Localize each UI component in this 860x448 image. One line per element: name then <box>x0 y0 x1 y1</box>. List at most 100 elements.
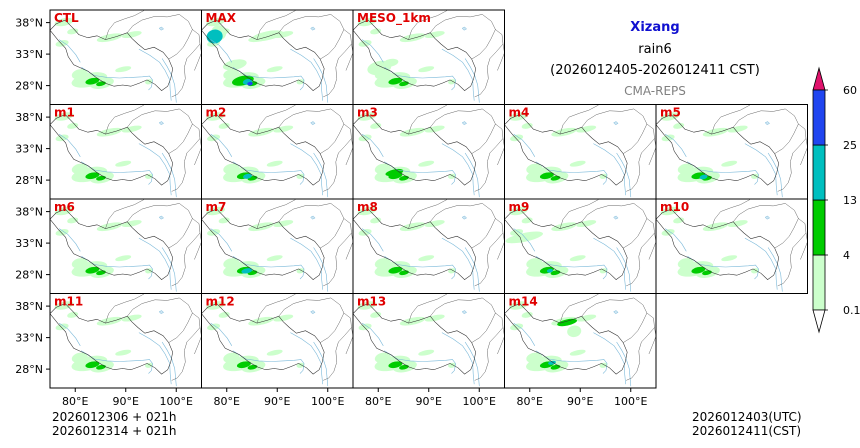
rain-area <box>71 69 88 80</box>
river-line <box>687 256 759 280</box>
rain-area <box>266 349 283 356</box>
rain-area <box>399 127 426 137</box>
province-border <box>256 199 296 229</box>
rain-area <box>448 268 456 274</box>
colorbar: 0.1 4 13 25 60 <box>812 66 860 334</box>
panel-grid: CTL MAX MESO_1km m1 m2 m3 m4 m5 m6 m7 m8 m9 m10 m11 m1… <box>49 9 808 389</box>
rain-area <box>296 79 305 85</box>
province-border <box>194 43 202 71</box>
colorbar-segment <box>812 199 826 256</box>
province-border <box>105 199 145 229</box>
river-line <box>210 228 233 252</box>
river-line <box>313 341 329 387</box>
rain-area <box>599 268 608 274</box>
lake <box>310 26 316 31</box>
province-border <box>256 104 296 135</box>
river-line <box>161 152 177 198</box>
rain-area <box>661 134 675 142</box>
rain-area <box>223 258 240 269</box>
river-line <box>313 58 329 103</box>
province-border <box>278 203 345 249</box>
rain-area <box>576 314 597 322</box>
rain-area <box>296 173 305 179</box>
rain-area <box>296 362 305 368</box>
lake <box>158 215 165 220</box>
rain-area <box>399 33 426 43</box>
river-line <box>513 228 536 252</box>
lake <box>310 121 316 126</box>
province-border <box>711 199 751 229</box>
rain-area <box>521 311 533 318</box>
rain-area <box>546 268 553 273</box>
rain-area <box>96 364 106 370</box>
panel-background <box>353 104 505 199</box>
x-tick-label: 100°E <box>463 395 496 408</box>
river-line <box>232 350 305 374</box>
rain-area <box>551 127 577 137</box>
rain-area <box>505 231 544 244</box>
rain-area <box>424 314 445 322</box>
panel-m6: m6 <box>49 198 202 294</box>
river-line <box>81 256 153 280</box>
province-border <box>474 312 504 381</box>
river-line <box>464 152 480 198</box>
init-time-utc: 2026012306 + 021h <box>52 410 177 424</box>
rain-area <box>67 28 79 35</box>
province-border <box>278 297 345 343</box>
river-line <box>441 332 475 385</box>
lake <box>613 121 619 126</box>
panel-background <box>504 293 656 388</box>
province-border <box>408 293 448 324</box>
y-tick-label: 28°N <box>15 363 43 376</box>
river-line <box>464 247 480 292</box>
panel-background <box>201 199 353 294</box>
region-border <box>50 19 173 91</box>
lake <box>764 215 771 220</box>
rain-area <box>67 217 79 224</box>
rain-area <box>576 220 597 228</box>
x-axis: 80°E 90°E 100°E 80°E 90°E 100°E 80°E 90°E 100°E 8… <box>62 388 648 408</box>
province-border <box>278 14 345 60</box>
province-border <box>323 218 352 287</box>
panel-background <box>656 199 808 294</box>
rain-area <box>526 163 543 174</box>
panel-label: m4 <box>509 106 530 120</box>
province-border <box>777 218 807 287</box>
river-line <box>616 341 632 387</box>
province-border <box>127 203 193 249</box>
rain-area <box>569 160 586 167</box>
panel-background <box>201 104 353 199</box>
panel-label: m10 <box>660 200 689 214</box>
province-border <box>105 10 145 40</box>
panel-frame <box>655 198 808 294</box>
panel-label: MAX <box>206 11 237 25</box>
rain-area <box>266 255 283 262</box>
rain-area <box>370 217 382 224</box>
province-border <box>408 10 448 40</box>
region-title: Xizang <box>630 20 680 35</box>
river-line <box>593 237 626 290</box>
y-tick-label: 28°N <box>15 174 43 187</box>
panel-m9: m9 <box>504 198 657 294</box>
river-line <box>361 133 384 157</box>
river-line <box>161 341 177 387</box>
river-line <box>535 161 608 185</box>
province-border <box>105 293 145 324</box>
panel-background <box>50 199 202 294</box>
x-tick-label: 90°E <box>567 395 593 408</box>
province-border <box>711 104 751 135</box>
rain-area <box>266 160 283 167</box>
region-border <box>504 303 628 375</box>
y-axis: 38°N 33°N 28°N 38°N 33°N 28°N 38°N 33°N 28°N 38°N… <box>15 17 50 376</box>
river-line <box>361 322 384 346</box>
river-line <box>664 228 687 252</box>
rain-area <box>96 316 123 326</box>
y-tick-label: 38°N <box>15 300 43 313</box>
rain-area <box>388 77 403 85</box>
rain-area <box>576 125 597 133</box>
panel-meso-1km: MESO_1km <box>352 9 505 105</box>
province-border <box>626 123 655 192</box>
rain-area <box>296 268 305 274</box>
panel-m2: m2 <box>201 104 354 200</box>
rain-area <box>223 352 240 363</box>
